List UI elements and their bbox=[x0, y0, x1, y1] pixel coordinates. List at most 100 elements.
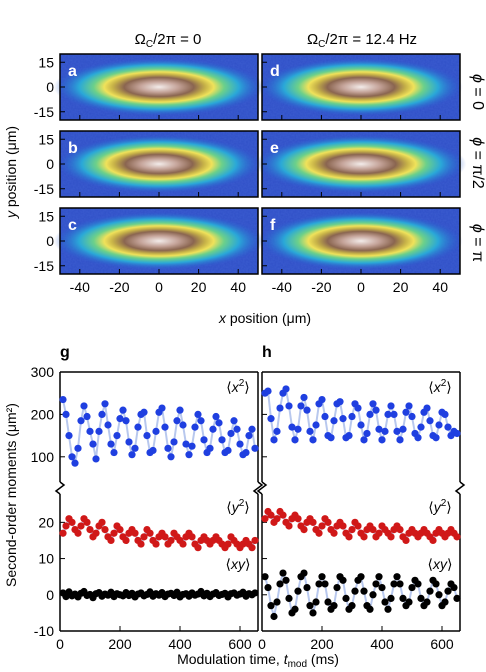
x-axis-label-time: Modulation time, tmod (ms) bbox=[177, 651, 339, 670]
data-point-y2 bbox=[74, 529, 82, 537]
data-point-x2 bbox=[89, 440, 97, 448]
y-tick-label: 10 bbox=[38, 551, 54, 567]
column-title-left: ΩC/2π = 0 bbox=[135, 31, 202, 50]
data-point-x2 bbox=[360, 436, 368, 444]
x-tick-label: 0 bbox=[357, 279, 365, 295]
density-panel-f: f -40 -20 0 20 40 bbox=[259, 207, 463, 295]
column-title-right: ΩC/2π = 12.4 Hz bbox=[307, 31, 417, 50]
data-point-x2 bbox=[65, 432, 73, 440]
data-point-y2 bbox=[167, 536, 175, 545]
data-point-y2 bbox=[330, 529, 338, 537]
data-point-y2 bbox=[369, 525, 377, 534]
data-point-y2 bbox=[116, 525, 124, 534]
panel-letter: c bbox=[68, 217, 77, 234]
data-point-x2 bbox=[143, 432, 151, 440]
data-point-x2 bbox=[417, 423, 425, 431]
data-point-x2 bbox=[378, 436, 386, 444]
data-point-y2 bbox=[77, 522, 85, 530]
data-point-x2 bbox=[366, 410, 374, 418]
data-point-x2 bbox=[357, 421, 365, 429]
data-point-xy bbox=[387, 594, 395, 603]
data-point-x2 bbox=[68, 453, 76, 461]
data-point-x2 bbox=[176, 406, 184, 414]
data-point-x2 bbox=[200, 436, 208, 444]
data-point-y2 bbox=[267, 511, 275, 519]
data-point-xy bbox=[315, 580, 323, 588]
panel-letter: a bbox=[68, 63, 77, 80]
data-point-y2 bbox=[161, 533, 169, 541]
data-point-x2 bbox=[77, 417, 85, 425]
y-axis-label-position: y position (μm) bbox=[3, 126, 19, 219]
series-label-x2: ⟨x2⟩ bbox=[226, 378, 250, 395]
data-point-y2 bbox=[339, 522, 347, 530]
data-point-x2 bbox=[318, 395, 326, 404]
moments-labels: Second-order moments (μm²) Modulation ti… bbox=[3, 403, 339, 670]
data-point-x2 bbox=[59, 395, 67, 404]
data-point-x2 bbox=[134, 423, 142, 431]
data-point-y2 bbox=[324, 518, 332, 526]
data-point-x2 bbox=[264, 387, 272, 395]
axis-break-mark bbox=[54, 481, 66, 495]
data-point-xy bbox=[321, 580, 329, 588]
data-point-xy bbox=[267, 602, 275, 610]
data-point-x2 bbox=[197, 417, 205, 425]
data-point-x2 bbox=[98, 410, 106, 418]
atom-cloud bbox=[255, 134, 467, 194]
data-point-x2 bbox=[233, 425, 241, 433]
data-point-x2 bbox=[339, 415, 347, 423]
x-tick-label: 40 bbox=[230, 279, 246, 295]
density-panel-b: b 15 0 -15 bbox=[34, 130, 261, 198]
data-point-x2 bbox=[273, 427, 281, 435]
data-point-xy bbox=[381, 598, 389, 606]
data-point-x2 bbox=[375, 425, 383, 433]
panel-letter: d bbox=[270, 63, 280, 80]
data-point-x2 bbox=[312, 421, 320, 429]
data-point-xy bbox=[417, 594, 425, 603]
panel-letter: f bbox=[270, 217, 276, 234]
axis-break-mark bbox=[256, 481, 268, 495]
data-point-x2 bbox=[113, 432, 121, 440]
data-point-xy bbox=[360, 587, 368, 595]
series-xy-h bbox=[261, 569, 461, 621]
data-point-x2 bbox=[125, 438, 133, 446]
atom-cloud bbox=[57, 134, 261, 194]
data-point-x2 bbox=[327, 434, 335, 442]
data-point-x2 bbox=[441, 410, 449, 418]
data-point-xy bbox=[348, 602, 356, 610]
data-point-y2 bbox=[300, 525, 308, 534]
data-point-x2 bbox=[348, 412, 356, 421]
density-panel-d: d bbox=[259, 53, 463, 121]
data-point-xy bbox=[375, 573, 383, 581]
data-point-x2 bbox=[62, 410, 70, 418]
row-label-phi-pi: ϕ = π bbox=[469, 224, 486, 262]
data-point-x2 bbox=[372, 406, 380, 414]
data-point-x2 bbox=[248, 425, 256, 433]
data-point-x2 bbox=[369, 400, 377, 408]
x-tick-label: 400 bbox=[370, 636, 394, 652]
series-label-y2: ⟨y2⟩ bbox=[428, 498, 452, 515]
data-point-y2 bbox=[188, 533, 196, 541]
data-point-y2 bbox=[429, 536, 437, 545]
data-point-x2 bbox=[149, 446, 157, 455]
data-point-y2 bbox=[137, 540, 145, 548]
data-point-xy bbox=[291, 605, 299, 613]
data-point-x2 bbox=[173, 417, 181, 425]
data-point-x2 bbox=[282, 385, 290, 393]
density-panel-a: a 15 0 -15 bbox=[34, 53, 265, 121]
data-point-y2 bbox=[248, 544, 256, 552]
data-point-y2 bbox=[348, 525, 356, 534]
x-tick-label: 600 bbox=[228, 636, 252, 652]
data-point-xy bbox=[396, 580, 404, 588]
data-point-x2 bbox=[426, 417, 434, 425]
data-point-y2 bbox=[68, 518, 76, 526]
data-point-xy bbox=[414, 580, 422, 588]
data-point-xy bbox=[393, 573, 401, 581]
data-point-x2 bbox=[300, 393, 308, 402]
data-point-x2 bbox=[107, 440, 115, 448]
x-axis-label-position: x position (μm) bbox=[218, 310, 311, 326]
data-point-x2 bbox=[396, 436, 404, 444]
data-point-y2 bbox=[261, 515, 269, 523]
axis-break-mark bbox=[252, 481, 264, 495]
data-point-x2 bbox=[393, 427, 401, 435]
